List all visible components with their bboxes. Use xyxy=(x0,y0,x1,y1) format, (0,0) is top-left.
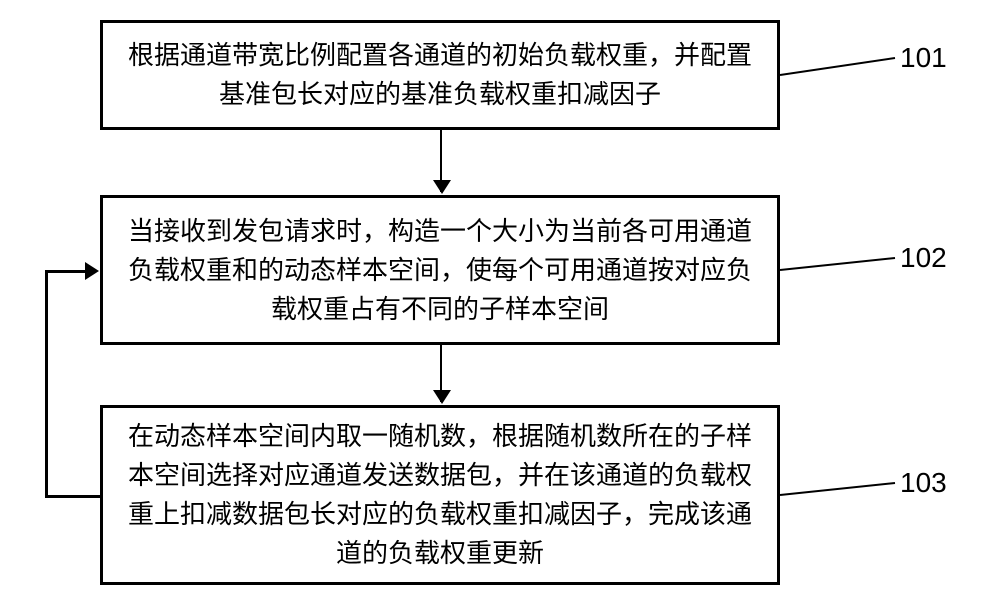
feedback-vertical xyxy=(45,270,48,498)
label-101-text: 101 xyxy=(900,42,947,73)
feedback-arrow-head xyxy=(85,262,99,280)
feedback-horizontal-bottom xyxy=(45,495,100,498)
label-line-1 xyxy=(780,50,900,80)
label-103: 103 xyxy=(900,467,947,499)
feedback-horizontal-top xyxy=(45,270,87,273)
flowchart-box-3: 在动态样本空间内取一随机数，根据随机数所在的子样本空间选择对应通道发送数据包，并… xyxy=(100,405,780,585)
arrow-down-1 xyxy=(440,130,442,192)
label-line-2 xyxy=(780,250,900,275)
flowchart-box-1: 根据通道带宽比例配置各通道的初始负载权重，并配置基准包长对应的基准负载权重扣减因… xyxy=(100,20,780,130)
flowchart-box-2: 当接收到发包请求时，构造一个大小为当前各可用通道负载权重和的动态样本空间，使每个… xyxy=(100,195,780,345)
label-102: 102 xyxy=(900,242,947,274)
label-103-text: 103 xyxy=(900,467,947,498)
label-102-text: 102 xyxy=(900,242,947,273)
label-101: 101 xyxy=(900,42,947,74)
label-line-3 xyxy=(780,475,900,500)
box-1-text: 根据通道带宽比例配置各通道的初始负载权重，并配置基准包长对应的基准负载权重扣减因… xyxy=(123,36,757,114)
box-2-text: 当接收到发包请求时，构造一个大小为当前各可用通道负载权重和的动态样本空间，使每个… xyxy=(123,212,757,329)
box-3-text: 在动态样本空间内取一随机数，根据随机数所在的子样本空间选择对应通道发送数据包，并… xyxy=(123,417,757,573)
arrow-down-2 xyxy=(440,345,442,402)
